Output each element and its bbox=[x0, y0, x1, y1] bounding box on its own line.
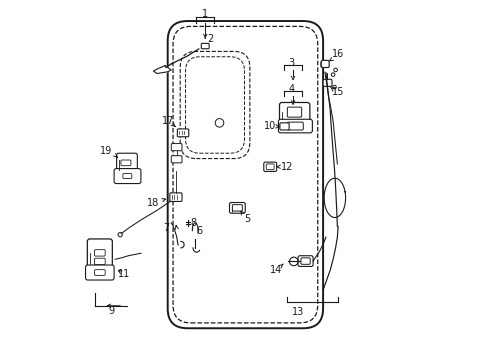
Text: 1: 1 bbox=[202, 9, 208, 19]
FancyBboxPatch shape bbox=[171, 156, 182, 163]
Text: 15: 15 bbox=[331, 87, 344, 98]
FancyBboxPatch shape bbox=[169, 193, 182, 202]
FancyBboxPatch shape bbox=[201, 43, 209, 49]
FancyBboxPatch shape bbox=[114, 168, 141, 184]
Text: 14: 14 bbox=[269, 265, 282, 275]
FancyBboxPatch shape bbox=[263, 162, 276, 171]
FancyBboxPatch shape bbox=[279, 123, 288, 130]
Text: 8: 8 bbox=[190, 218, 197, 228]
FancyBboxPatch shape bbox=[279, 103, 309, 122]
FancyBboxPatch shape bbox=[167, 21, 323, 328]
Text: 3: 3 bbox=[288, 58, 294, 68]
Text: 6: 6 bbox=[196, 226, 203, 237]
Text: 16: 16 bbox=[331, 49, 344, 59]
FancyBboxPatch shape bbox=[122, 174, 132, 179]
Text: 18: 18 bbox=[146, 198, 159, 207]
FancyBboxPatch shape bbox=[116, 153, 137, 173]
Text: 12: 12 bbox=[280, 162, 292, 172]
Polygon shape bbox=[153, 66, 171, 73]
Text: 10: 10 bbox=[264, 121, 276, 131]
Text: 9: 9 bbox=[108, 306, 115, 316]
FancyBboxPatch shape bbox=[278, 119, 312, 133]
Text: 2: 2 bbox=[207, 34, 213, 44]
Text: 5: 5 bbox=[244, 213, 250, 224]
FancyBboxPatch shape bbox=[121, 160, 131, 166]
FancyBboxPatch shape bbox=[320, 62, 328, 67]
FancyBboxPatch shape bbox=[85, 265, 114, 280]
FancyBboxPatch shape bbox=[94, 249, 105, 256]
Text: 11: 11 bbox=[118, 269, 130, 279]
FancyBboxPatch shape bbox=[177, 129, 188, 137]
Text: 17: 17 bbox=[161, 116, 174, 126]
FancyBboxPatch shape bbox=[321, 60, 328, 67]
FancyBboxPatch shape bbox=[286, 122, 303, 130]
Text: 4: 4 bbox=[288, 84, 294, 94]
FancyBboxPatch shape bbox=[300, 258, 309, 264]
FancyBboxPatch shape bbox=[323, 79, 331, 86]
FancyBboxPatch shape bbox=[229, 203, 244, 213]
Text: 13: 13 bbox=[291, 307, 304, 317]
Text: 19: 19 bbox=[100, 147, 112, 157]
FancyBboxPatch shape bbox=[232, 204, 242, 211]
FancyBboxPatch shape bbox=[287, 107, 301, 117]
FancyBboxPatch shape bbox=[298, 256, 312, 266]
FancyBboxPatch shape bbox=[266, 164, 274, 170]
FancyBboxPatch shape bbox=[94, 270, 105, 275]
FancyBboxPatch shape bbox=[87, 239, 112, 267]
FancyBboxPatch shape bbox=[171, 144, 182, 151]
Text: 7: 7 bbox=[163, 222, 169, 233]
FancyBboxPatch shape bbox=[94, 258, 105, 265]
